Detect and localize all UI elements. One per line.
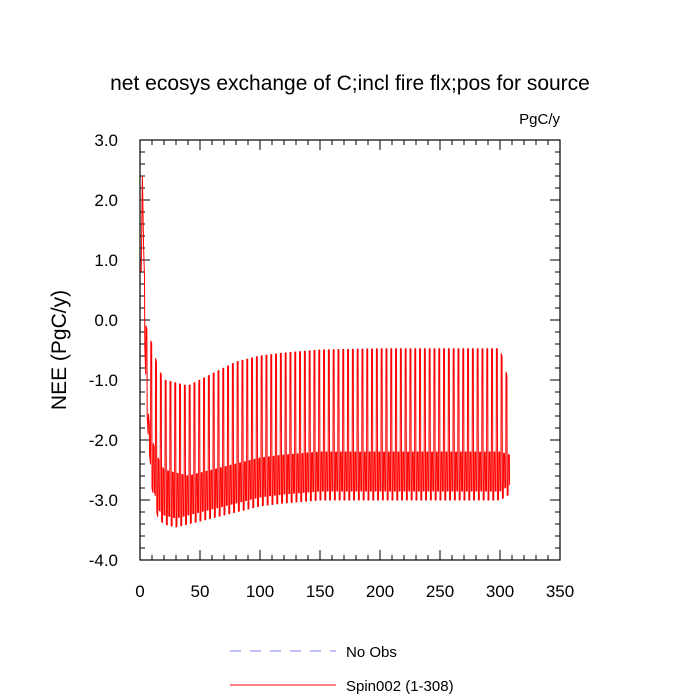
y-tick-label: -1.0 bbox=[89, 371, 118, 390]
x-tick-label: 100 bbox=[246, 582, 274, 601]
y-axis-tick-labels: -4.0 -3.0 -2.0 -1.0 0.0 1.0 2.0 3.0 bbox=[89, 131, 118, 570]
x-axis-tick-labels: 0 50 100 150 200 250 300 350 bbox=[135, 582, 574, 601]
legend-label-spin002: Spin002 (1-308) bbox=[346, 678, 454, 695]
units-label: PgC/y bbox=[519, 111, 560, 128]
y-tick-label: -2.0 bbox=[89, 431, 118, 450]
legend: No Obs Spin002 (1-308) bbox=[230, 644, 454, 695]
x-tick-label: 150 bbox=[306, 582, 334, 601]
x-tick-label: 0 bbox=[135, 582, 144, 601]
chart-title: net ecosys exchange of C;incl fire flx;p… bbox=[110, 72, 590, 95]
x-tick-label: 350 bbox=[546, 582, 574, 601]
x-tick-label: 50 bbox=[191, 582, 210, 601]
y-tick-label: -4.0 bbox=[89, 551, 118, 570]
y-tick-label: -3.0 bbox=[89, 491, 118, 510]
x-axis-ticks bbox=[139, 140, 561, 560]
plot-frame bbox=[139, 139, 561, 561]
series-line-spin002 bbox=[140, 175, 511, 528]
legend-label-no-obs: No Obs bbox=[346, 644, 397, 661]
x-tick-label: 200 bbox=[366, 582, 394, 601]
x-axis-minor-ticks bbox=[151, 140, 549, 560]
x-tick-label: 300 bbox=[486, 582, 514, 601]
y-axis-ticks bbox=[140, 139, 560, 561]
y-tick-label: 3.0 bbox=[94, 131, 118, 150]
y-tick-label: 0.0 bbox=[94, 311, 118, 330]
series-layer bbox=[140, 175, 511, 528]
y-axis-label: NEE (PgC/y) bbox=[48, 290, 71, 410]
y-tick-label: 2.0 bbox=[94, 191, 118, 210]
x-tick-label: 250 bbox=[426, 582, 454, 601]
y-tick-label: 1.0 bbox=[94, 251, 118, 270]
